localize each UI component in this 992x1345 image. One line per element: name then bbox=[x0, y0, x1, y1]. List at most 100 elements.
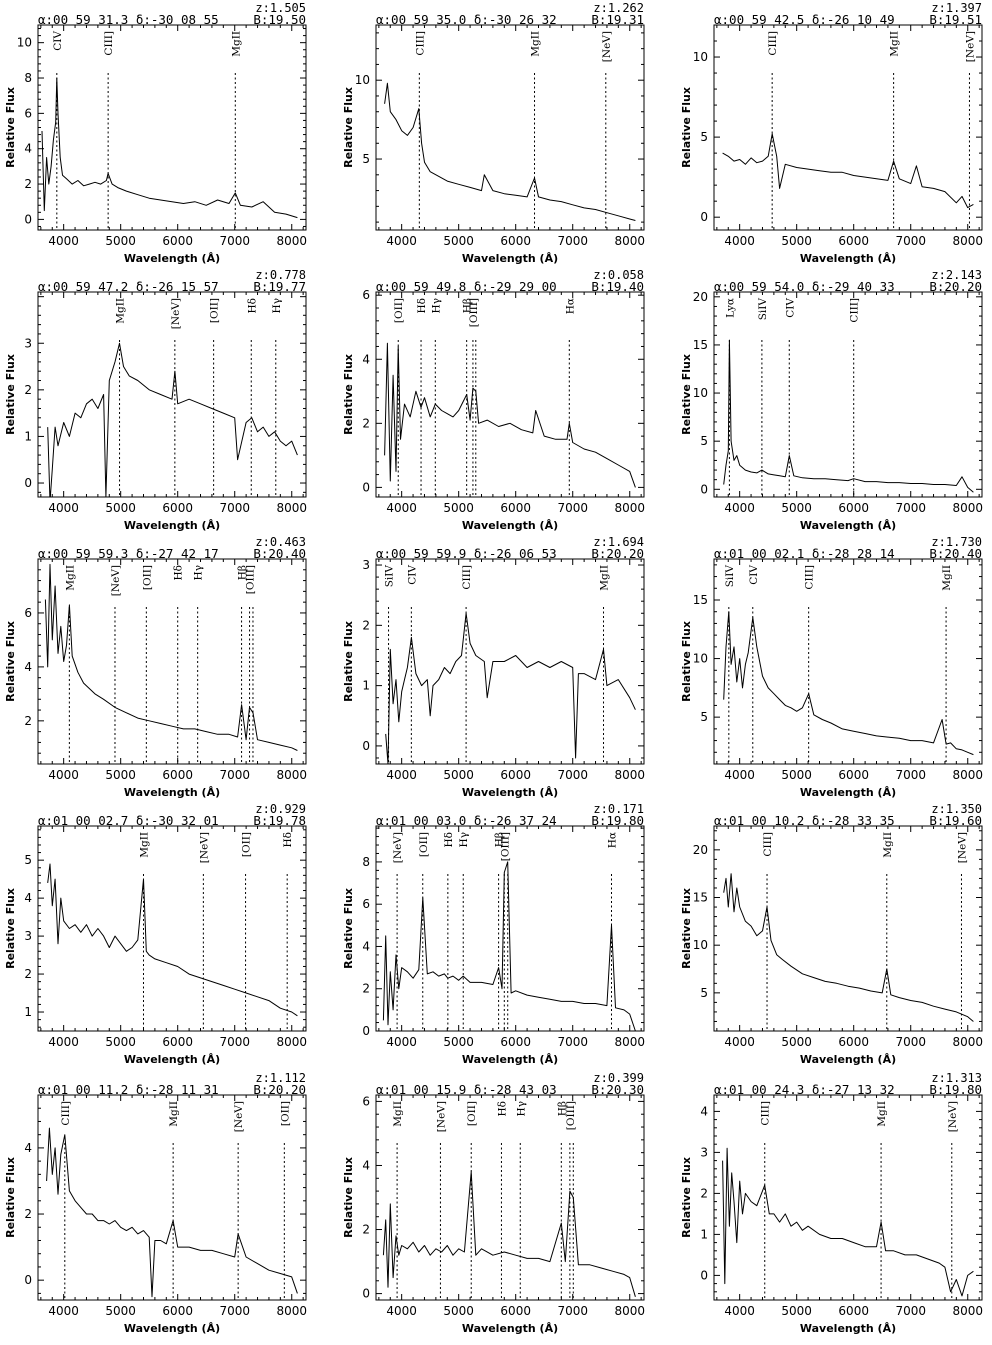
emission-line-label: [OII] bbox=[141, 565, 153, 590]
x-tick-label: 4000 bbox=[48, 501, 79, 515]
x-tick-label: 5000 bbox=[443, 768, 474, 782]
plot-frame bbox=[713, 24, 983, 231]
x-axis-title: Wavelength (Å) bbox=[800, 1322, 896, 1335]
redshift-label: z:1.694 bbox=[593, 535, 644, 549]
spectrum-line bbox=[47, 342, 298, 497]
spectrum-line bbox=[41, 77, 298, 219]
emission-line-label: [OII] bbox=[466, 1101, 478, 1126]
x-tick-label: 6000 bbox=[162, 234, 193, 248]
y-tick-label: 3 bbox=[362, 558, 370, 572]
y-tick-label: 0 bbox=[362, 739, 370, 753]
emission-line-label: MgII bbox=[138, 832, 150, 858]
emission-line-label: [NeV] bbox=[947, 1101, 959, 1132]
y-axis-title: Relative Flux bbox=[342, 1157, 355, 1238]
emission-line-label: CIII] bbox=[767, 31, 779, 56]
x-tick-label: 4000 bbox=[724, 768, 755, 782]
emission-line-label: Hα bbox=[606, 832, 618, 848]
x-axis-title: Wavelength (Å) bbox=[800, 519, 896, 532]
emission-line-label: [OIII] bbox=[499, 832, 511, 861]
x-tick-label: 6000 bbox=[838, 1304, 869, 1318]
y-axis-title: Relative Flux bbox=[342, 888, 355, 969]
coordinates-label: α:01 00 02.7 δ:-30 32 01 bbox=[38, 813, 219, 828]
emission-line-label: Hδ bbox=[416, 298, 428, 313]
x-tick-label: 6000 bbox=[838, 234, 869, 248]
x-axis-title: Wavelength (Å) bbox=[124, 1322, 220, 1335]
y-axis-title: Relative Flux bbox=[342, 621, 355, 702]
x-axis-title: Wavelength (Å) bbox=[800, 1053, 896, 1066]
y-tick-label: 2 bbox=[362, 982, 370, 996]
y-axis-title: Relative Flux bbox=[4, 87, 17, 168]
x-tick-label: 7000 bbox=[895, 768, 926, 782]
y-tick-label: 0 bbox=[24, 476, 32, 490]
x-tick-label: 8000 bbox=[614, 501, 645, 515]
y-tick-label: 6 bbox=[362, 897, 370, 911]
spectrum-line bbox=[384, 82, 636, 221]
coordinates-label: α:01 00 11.2 δ:-28 11 31 bbox=[38, 1082, 219, 1097]
emission-line-label: CIII] bbox=[461, 565, 473, 590]
y-axis-title: Relative Flux bbox=[4, 354, 17, 435]
y-tick-label: 20 bbox=[693, 843, 708, 857]
y-tick-label: 3 bbox=[700, 1145, 708, 1159]
redshift-label: z:0.778 bbox=[255, 268, 306, 282]
emission-line-label: MgII bbox=[168, 1101, 180, 1127]
redshift-label: z:1.262 bbox=[593, 1, 644, 15]
emission-line-label: [NeV] bbox=[198, 832, 210, 863]
y-tick-label: 0 bbox=[24, 1273, 32, 1287]
y-axis-title: Relative Flux bbox=[4, 888, 17, 969]
x-tick-label: 8000 bbox=[614, 768, 645, 782]
x-tick-label: 5000 bbox=[781, 234, 812, 248]
spectrum-line bbox=[382, 861, 636, 1031]
plot-frame bbox=[713, 291, 983, 498]
emission-line-label: Lyα bbox=[724, 298, 736, 318]
x-tick-label: 6000 bbox=[500, 1304, 531, 1318]
magnitude-label: B:19.80 bbox=[929, 1082, 982, 1097]
emission-line-label: CIV bbox=[52, 31, 64, 51]
y-tick-label: 0 bbox=[24, 212, 32, 226]
y-tick-label: 10 bbox=[693, 938, 708, 952]
emission-line-label: MgII bbox=[64, 565, 76, 591]
spectrum-panel: z:0.171 α:01 00 03.0 δ:-26 37 24 B:19.80 40… bbox=[338, 801, 668, 1070]
x-tick-label: 5000 bbox=[105, 501, 136, 515]
x-tick-label: 8000 bbox=[952, 768, 983, 782]
x-tick-label: 7000 bbox=[219, 501, 250, 515]
x-tick-label: 5000 bbox=[781, 768, 812, 782]
y-tick-label: 10 bbox=[355, 73, 370, 87]
y-tick-label: 15 bbox=[693, 338, 708, 352]
y-tick-label: 2 bbox=[362, 1223, 370, 1237]
emission-line-label: Hδ bbox=[282, 832, 294, 847]
emission-line-label: [OII] bbox=[393, 298, 405, 323]
x-tick-label: 7000 bbox=[219, 234, 250, 248]
x-tick-label: 6000 bbox=[500, 1035, 531, 1049]
y-tick-label: 10 bbox=[693, 50, 708, 64]
emission-line-label: [NeV] bbox=[964, 31, 976, 62]
x-tick-label: 5000 bbox=[443, 1035, 474, 1049]
y-axis-title: Relative Flux bbox=[4, 621, 17, 702]
redshift-label: z:0.463 bbox=[255, 535, 306, 549]
x-tick-label: 7000 bbox=[219, 1304, 250, 1318]
spectrum-panel: z:0.778 α:00 59 47.2 δ:-26 15 57 B:19.77 40… bbox=[0, 267, 330, 536]
coordinates-label: α:00 59 59.3 δ:-27 42 17 bbox=[38, 546, 219, 561]
plot-frame bbox=[37, 1094, 307, 1301]
x-axis-title: Wavelength (Å) bbox=[462, 1322, 558, 1335]
coordinates-label: α:00 59 49.8 δ:-29 29 00 bbox=[376, 279, 557, 294]
y-tick-label: 0 bbox=[700, 1268, 708, 1282]
spectrum-chart: z:0.463 α:00 59 59.3 δ:-27 42 17 B:20.40 40… bbox=[4, 535, 307, 799]
y-tick-label: 2 bbox=[24, 177, 32, 191]
emission-line-label: CIV bbox=[406, 565, 418, 585]
emission-line-label: CIII] bbox=[103, 31, 115, 56]
x-tick-label: 8000 bbox=[614, 1035, 645, 1049]
emission-line-label: SiIV bbox=[384, 565, 396, 588]
emission-line-label: [NeV] bbox=[956, 832, 968, 863]
spectrum-line bbox=[382, 1171, 636, 1297]
spectrum-panel: z:1.694 α:00 59 59.9 δ:-26 06 53 B:20.20 40… bbox=[338, 534, 668, 803]
emission-line-label: Hβ bbox=[494, 832, 506, 847]
x-tick-label: 7000 bbox=[219, 768, 250, 782]
x-tick-label: 5000 bbox=[781, 1035, 812, 1049]
spectrum-panel: z:2.143 α:00 59 54.0 δ:-29 40 33 B:20.20 40… bbox=[676, 267, 992, 536]
x-axis-title: Wavelength (Å) bbox=[124, 519, 220, 532]
coordinates-label: α:00 59 31.3 δ:-30 08 55 bbox=[38, 12, 219, 27]
x-tick-label: 4000 bbox=[48, 1304, 79, 1318]
